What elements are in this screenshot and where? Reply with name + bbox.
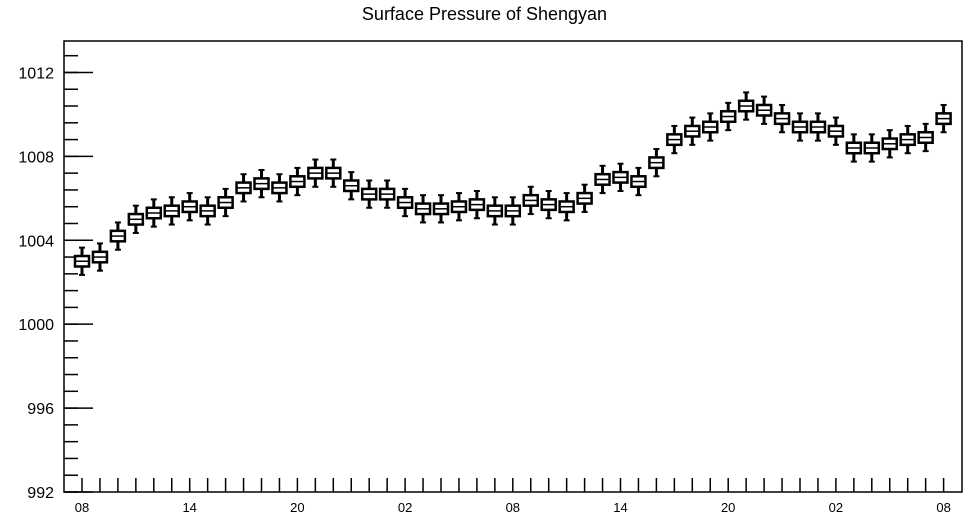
box-plot bbox=[935, 103, 952, 134]
box-plot bbox=[719, 101, 737, 132]
box-plot bbox=[702, 112, 719, 142]
x-tick-label: 08 bbox=[936, 500, 950, 515]
box-plot bbox=[127, 204, 145, 234]
box-plot bbox=[109, 221, 127, 251]
y-tick-label: 996 bbox=[27, 401, 54, 418]
box-plot bbox=[684, 116, 701, 146]
y-tick-label: 1004 bbox=[18, 233, 54, 250]
x-tick-label: 08 bbox=[506, 500, 520, 515]
box-plot bbox=[791, 112, 809, 142]
x-tick-label: 08 bbox=[75, 500, 89, 515]
box-plot bbox=[307, 158, 324, 188]
box-plot bbox=[576, 183, 593, 213]
box-plot bbox=[594, 164, 611, 195]
box-plot bbox=[845, 133, 863, 163]
box-plot bbox=[199, 196, 216, 226]
y-axis: 992 996 1000 1004 1008 1012 bbox=[18, 54, 93, 502]
y-tick-label: 1008 bbox=[18, 149, 54, 166]
box-plot bbox=[73, 246, 91, 276]
box-plot bbox=[181, 192, 198, 222]
box-plot bbox=[271, 173, 288, 203]
box-plot bbox=[648, 148, 665, 178]
box-plot bbox=[91, 242, 109, 272]
box-plot bbox=[289, 166, 306, 197]
box-plot bbox=[522, 185, 539, 216]
box-plot bbox=[917, 122, 934, 153]
x-axis: 08 14 20 02 08 14 20 02 08 bbox=[75, 478, 951, 515]
x-tick-label: 02 bbox=[829, 500, 843, 515]
box-plot bbox=[378, 179, 396, 209]
box-plot bbox=[630, 166, 647, 197]
box-plot bbox=[145, 198, 163, 228]
box-plot bbox=[737, 91, 755, 121]
x-tick-label: 02 bbox=[398, 500, 412, 515]
box-plot bbox=[235, 173, 252, 203]
box-plot bbox=[486, 196, 504, 226]
box-plot bbox=[325, 158, 342, 188]
box-plot bbox=[558, 192, 575, 222]
box-plot bbox=[809, 112, 827, 142]
box-plot bbox=[540, 189, 557, 220]
box-plot bbox=[217, 187, 234, 218]
box-plot bbox=[504, 196, 522, 226]
box-plot bbox=[360, 179, 378, 209]
chart-title: Surface Pressure of Shengyan bbox=[361, 4, 608, 24]
y-tick-label: 992 bbox=[27, 485, 54, 502]
box-plot bbox=[396, 187, 414, 218]
box-plot bbox=[432, 194, 450, 224]
x-tick-label: 20 bbox=[290, 500, 304, 515]
y-tick-label: 1012 bbox=[18, 65, 54, 82]
box-plot bbox=[899, 124, 916, 155]
y-tick-label: 1000 bbox=[18, 317, 54, 334]
x-tick-label: 14 bbox=[182, 500, 196, 515]
box-plot bbox=[253, 169, 270, 199]
box-plot bbox=[414, 194, 432, 224]
box-plot bbox=[450, 192, 468, 222]
box-plot bbox=[163, 196, 180, 226]
box-plot bbox=[827, 116, 845, 146]
box-plot bbox=[666, 124, 683, 155]
box-plot bbox=[755, 95, 773, 125]
box-plot bbox=[468, 189, 486, 220]
x-tick-label: 20 bbox=[721, 500, 735, 515]
plot-frame bbox=[63, 40, 963, 493]
x-tick-label: 14 bbox=[613, 500, 627, 515]
box-plot bbox=[881, 129, 898, 159]
box-series bbox=[73, 91, 952, 276]
box-plot bbox=[773, 103, 791, 134]
box-plot bbox=[612, 162, 629, 192]
box-plot bbox=[343, 171, 360, 201]
box-plot bbox=[863, 133, 881, 163]
